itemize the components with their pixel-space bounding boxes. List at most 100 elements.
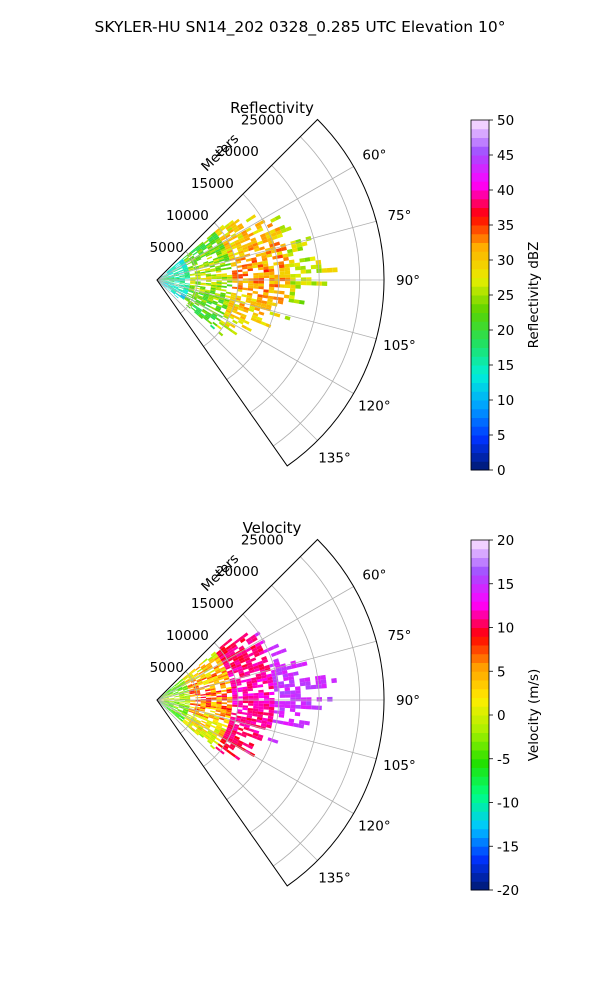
echo-cell <box>256 716 263 721</box>
echo-cell <box>231 712 237 716</box>
colorbar-tick-label: 15 <box>497 577 514 593</box>
echo-cell <box>221 285 227 288</box>
echo-cell <box>187 252 192 257</box>
echo-cell <box>245 637 252 643</box>
echo-cell <box>174 714 179 719</box>
echo-cell <box>292 671 299 676</box>
echo-cell <box>195 693 201 696</box>
echo-cell <box>199 289 205 292</box>
echo-cell <box>226 307 233 312</box>
azimuth-tick-label: 90° <box>396 693 420 709</box>
echo-cell <box>285 281 291 285</box>
colorbar-segment <box>471 863 489 873</box>
echo-cell <box>183 256 189 261</box>
echo-cell <box>278 264 285 269</box>
colorbar-segment <box>471 426 489 436</box>
echo-cell <box>246 241 253 247</box>
echo-cell <box>211 694 217 697</box>
echo-cell <box>208 262 215 266</box>
echo-cell <box>187 253 193 258</box>
echo-cell <box>309 256 316 262</box>
echo-cell <box>174 702 180 705</box>
echo-cell <box>210 724 217 729</box>
echo-cell <box>207 245 213 250</box>
echo-cell <box>202 246 208 251</box>
echo-cell <box>219 310 225 315</box>
echo-cell <box>197 714 204 718</box>
echo-cell <box>225 653 231 659</box>
echo-cell <box>258 311 265 316</box>
echo-cell <box>193 266 200 270</box>
echo-cell <box>190 258 196 262</box>
echo-cell <box>174 701 180 703</box>
echo-cell <box>304 677 311 682</box>
echo-cell <box>257 240 264 246</box>
echo-cell <box>237 654 244 660</box>
echo-cell <box>163 702 169 705</box>
echo-cell <box>274 277 280 282</box>
echo-cell <box>194 730 200 735</box>
echo-cell <box>253 280 259 284</box>
echo-cell <box>256 675 262 680</box>
echo-cell <box>209 239 216 244</box>
colorbar-segment <box>471 881 489 891</box>
echo-cell <box>310 684 317 690</box>
echo-cell <box>211 672 217 677</box>
azimuth-spoke <box>156 640 377 701</box>
echo-cell <box>254 642 261 648</box>
echo-cell <box>220 709 227 712</box>
radar-echo <box>158 214 338 337</box>
echo-cell <box>225 309 232 314</box>
echo-cell <box>162 704 167 708</box>
echo-cell <box>170 290 176 294</box>
echo-cell <box>231 643 237 649</box>
echo-cell <box>175 293 180 297</box>
echo-cell <box>222 734 229 740</box>
echo-cell <box>246 683 253 687</box>
echo-cell <box>270 652 277 657</box>
echo-cell <box>195 675 201 680</box>
echo-cell <box>203 735 210 740</box>
echo-cell <box>174 702 180 704</box>
echo-cell <box>174 277 180 279</box>
echo-cell <box>169 278 175 280</box>
echo-cell <box>245 258 252 262</box>
echo-cell <box>166 269 172 273</box>
echo-cell <box>252 662 259 667</box>
echo-cell <box>163 278 170 280</box>
echo-cell <box>174 280 180 282</box>
echo-cell <box>197 716 203 720</box>
echo-cell <box>260 723 267 728</box>
echo-cell <box>250 720 257 725</box>
echo-cell <box>213 740 219 745</box>
echo-cell <box>263 695 270 699</box>
echo-cell <box>216 285 222 288</box>
echo-cell <box>295 697 301 702</box>
echo-cell <box>211 281 217 284</box>
echo-cell <box>188 708 195 712</box>
echo-cell <box>282 721 289 726</box>
echo-cell <box>197 681 203 685</box>
colorbar-segment <box>471 741 489 751</box>
echo-cell <box>188 289 194 293</box>
echo-cell <box>179 715 185 720</box>
echo-cell <box>168 693 174 697</box>
echo-cell <box>174 700 180 702</box>
echo-cell <box>167 691 173 695</box>
echo-cell <box>175 712 181 717</box>
echo-cell <box>220 267 227 271</box>
echo-cell <box>190 702 196 705</box>
echo-cell <box>179 694 185 697</box>
echo-cell <box>268 289 275 294</box>
echo-cell <box>201 245 207 250</box>
echo-cell <box>216 283 222 286</box>
echo-cell <box>236 711 243 715</box>
echo-cell <box>274 241 281 247</box>
echo-cell <box>261 254 268 259</box>
colorbar-segment <box>471 618 489 628</box>
echo-cell <box>183 288 189 291</box>
echo-cell <box>206 697 212 700</box>
echo-cell <box>200 282 206 285</box>
echo-cell <box>295 281 301 286</box>
echo-cell <box>175 712 181 716</box>
